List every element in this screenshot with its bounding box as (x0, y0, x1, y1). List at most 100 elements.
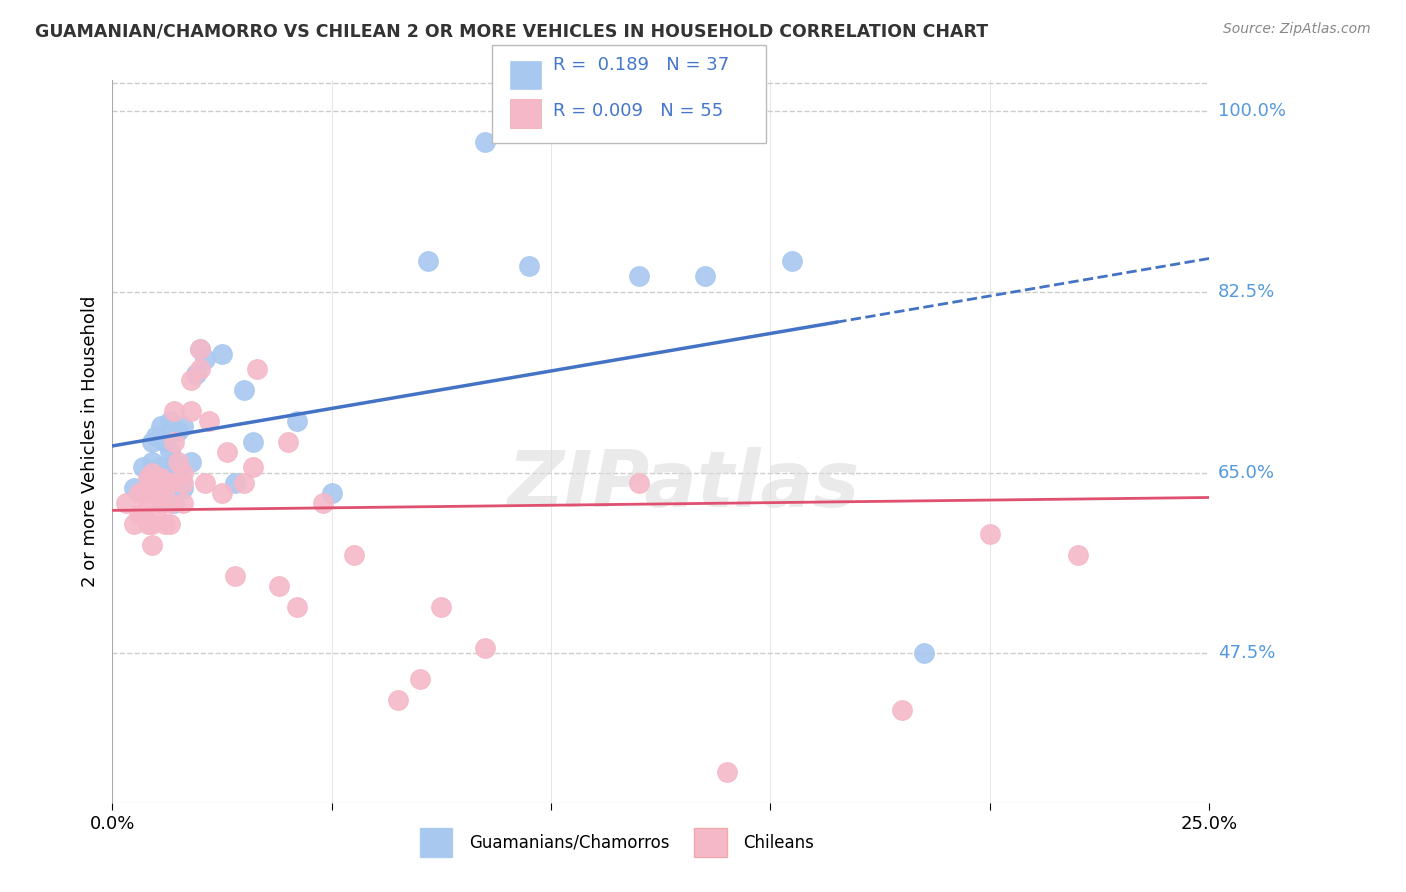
Text: Guamanians/Chamorros: Guamanians/Chamorros (470, 833, 669, 852)
Point (627, 475, 650, 490)
Point (124, 517, 146, 532)
Point (141, 466, 163, 480)
Point (167, 455, 190, 469)
Point (136, 470, 159, 484)
Point (180, 455, 202, 469)
Point (153, 475, 176, 490)
Point (124, 481, 146, 495)
Text: R =  0.189   N = 37: R = 0.189 N = 37 (553, 56, 728, 74)
Point (163, 434, 186, 449)
Point (167, 424, 190, 438)
Point (136, 496, 159, 510)
Point (172, 419, 194, 434)
Point (136, 475, 159, 490)
Point (172, 496, 194, 510)
Point (285, 599, 308, 614)
Text: GUAMANIAN/CHAMORRO VS CHILEAN 2 OR MORE VEHICLES IN HOUSEHOLD CORRELATION CHART: GUAMANIAN/CHAMORRO VS CHILEAN 2 OR MORE … (35, 22, 988, 40)
Point (343, 548, 366, 562)
Point (149, 460, 172, 475)
Point (285, 414, 308, 428)
Point (159, 414, 181, 428)
Point (145, 486, 167, 500)
Point (153, 475, 176, 490)
Point (269, 579, 291, 593)
Y-axis label: 2 or more Vehicles in Household: 2 or more Vehicles in Household (80, 296, 98, 587)
Point (517, 259, 540, 273)
Text: Chileans: Chileans (744, 833, 814, 852)
Point (149, 419, 172, 434)
Point (891, 703, 914, 717)
Point (418, 253, 440, 268)
Text: ZIPatlas: ZIPatlas (506, 447, 859, 523)
Point (136, 517, 159, 532)
Point (188, 342, 211, 356)
Point (474, 135, 496, 149)
Point (215, 445, 238, 459)
Point (114, 496, 136, 510)
Point (194, 351, 217, 366)
Point (159, 496, 181, 510)
Point (172, 481, 194, 495)
Point (159, 475, 181, 490)
Point (163, 403, 186, 417)
Point (224, 568, 246, 582)
FancyBboxPatch shape (419, 828, 453, 857)
Point (321, 486, 343, 500)
Text: 82.5%: 82.5% (1218, 283, 1275, 301)
Point (198, 414, 221, 428)
Point (149, 496, 172, 510)
Point (716, 764, 738, 779)
Point (224, 475, 246, 490)
Point (128, 486, 150, 500)
Point (145, 507, 167, 521)
Point (194, 475, 217, 490)
Point (184, 368, 207, 382)
Point (246, 362, 269, 376)
Point (1066, 548, 1088, 562)
Point (128, 507, 150, 521)
FancyBboxPatch shape (693, 828, 727, 857)
Point (145, 429, 167, 443)
Point (693, 269, 716, 284)
Point (211, 347, 233, 361)
Text: 100.0%: 100.0% (1218, 103, 1286, 120)
Point (159, 517, 181, 532)
Text: Source: ZipAtlas.com: Source: ZipAtlas.com (1223, 22, 1371, 37)
Point (141, 517, 163, 532)
Point (141, 486, 163, 500)
Point (277, 434, 299, 449)
Text: R = 0.009   N = 55: R = 0.009 N = 55 (553, 103, 723, 120)
Point (141, 538, 163, 552)
Text: 65.0%: 65.0% (1218, 464, 1275, 482)
Point (188, 362, 211, 376)
Point (430, 599, 453, 614)
Point (387, 692, 409, 706)
Point (172, 475, 194, 490)
Point (408, 672, 430, 686)
Point (167, 470, 190, 484)
Point (180, 403, 202, 417)
Point (153, 517, 176, 532)
Text: 47.5%: 47.5% (1218, 644, 1275, 662)
Point (163, 455, 186, 469)
Point (233, 475, 256, 490)
Point (979, 527, 1001, 541)
Point (627, 269, 650, 284)
Point (180, 373, 202, 387)
Point (172, 466, 194, 480)
Point (912, 646, 935, 660)
Point (312, 496, 335, 510)
Point (159, 466, 181, 480)
Point (132, 460, 155, 475)
Point (211, 486, 233, 500)
Point (474, 640, 496, 655)
Point (153, 434, 176, 449)
Point (233, 383, 256, 397)
Point (163, 496, 186, 510)
Point (132, 486, 155, 500)
Point (145, 470, 167, 484)
Point (141, 455, 163, 469)
Point (159, 445, 181, 459)
Point (145, 475, 167, 490)
Point (188, 342, 211, 356)
